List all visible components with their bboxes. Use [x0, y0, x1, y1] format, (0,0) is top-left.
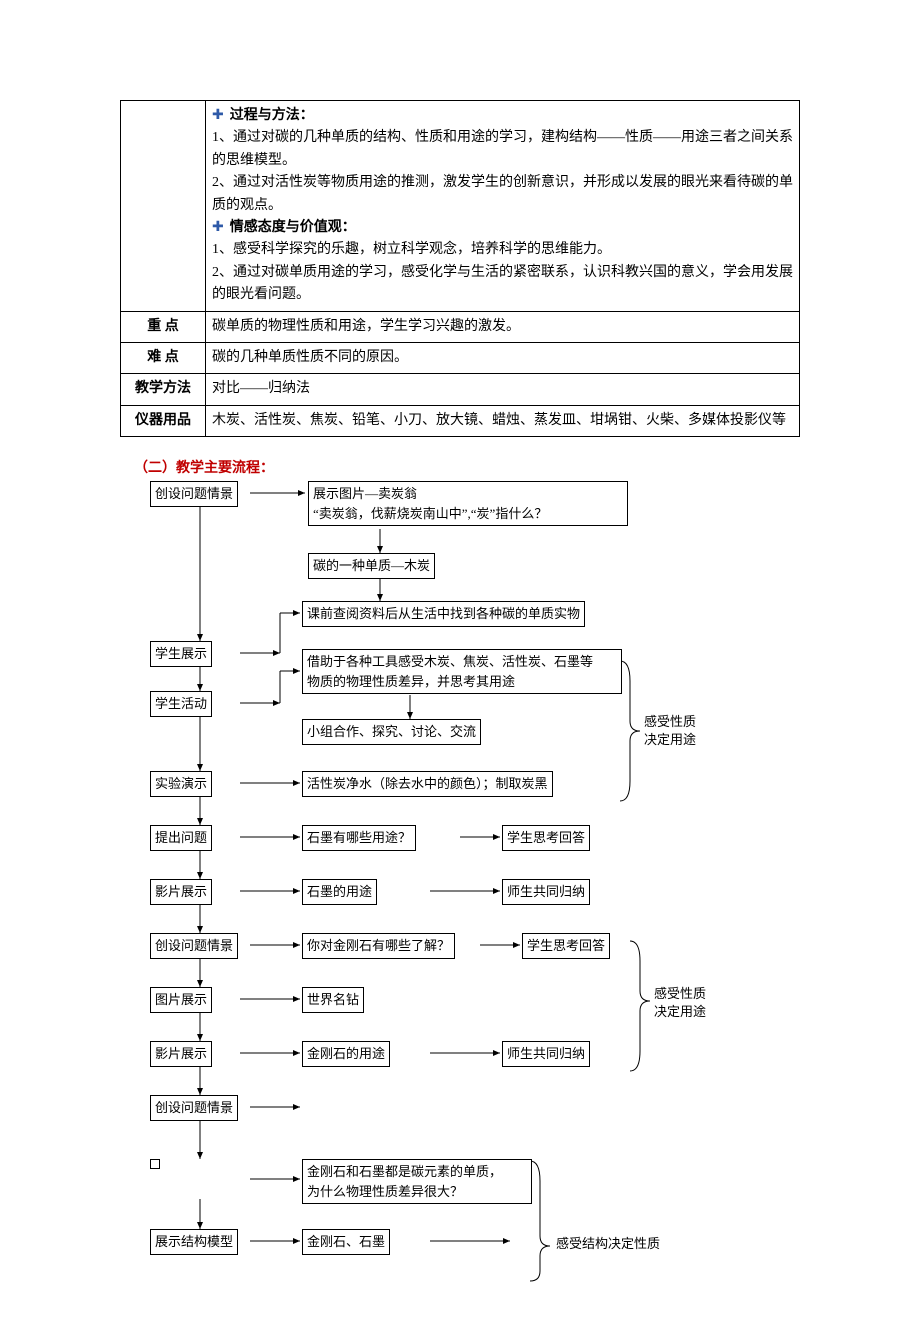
flow-node: 创设问题情景: [150, 1159, 160, 1169]
attitude-1: 1、感受科学探究的乐趣，树立科学观念，培养科学的思维能力。: [212, 239, 793, 261]
brace-1b: 决定用途: [644, 731, 696, 749]
flow-node: 师生共同归纳: [502, 1041, 590, 1067]
goals-cell: ✚ 过程与方法： 1、通过对碳的几种单质的结构、性质和用途的学习，建构结构——性…: [206, 101, 800, 312]
proc-title: 过程与方法：: [230, 105, 314, 127]
brace-label: 感受性质 决定用途: [654, 985, 706, 1021]
flow-node: 金刚石和石墨都是碳元素的单质， 为什么物理性质差异很大？: [302, 1159, 532, 1204]
flow-n6a: 借助于各种工具感受木炭、焦炭、活性炭、石墨等: [307, 652, 617, 672]
brace-label: 感受性质 决定用途: [644, 713, 696, 749]
flow-node: 学生思考回答: [502, 825, 590, 851]
flow-n26b: 为什么物理性质差异很大？: [307, 1182, 527, 1202]
flow-node: 创设问题情景: [150, 481, 238, 507]
flow-node: 你对金刚石有哪些了解？: [302, 933, 455, 959]
flow-node: 世界名钻: [302, 987, 364, 1013]
flow-node: 创设问题情景: [150, 1095, 238, 1121]
proc-2: 2、通过对活性炭等物质用途的推测，激发学生的创新意识，并形成以发展的眼光来看待碳…: [212, 172, 793, 217]
difficulty-label: 难 点: [121, 342, 206, 373]
plus-icon: ✚: [212, 105, 224, 127]
flow-node: 活性炭净水（除去水中的颜色）；制取炭黑: [302, 771, 553, 797]
flow-node: 影片展示: [150, 879, 212, 905]
flow-node: 学生思考回答: [522, 933, 610, 959]
flow-node: 提出问题: [150, 825, 212, 851]
flow-node: 师生共同归纳: [502, 879, 590, 905]
equip-label: 仪器用品: [121, 405, 206, 436]
brace-1a: 感受性质: [644, 713, 696, 731]
flow-n2b: “卖炭翁，伐薪烧炭南山中”,“炭”指什么？: [313, 504, 623, 524]
brace-2a: 感受性质: [654, 985, 706, 1003]
flow-node: 石墨有哪些用途？: [302, 825, 416, 851]
keypoint-label: 重 点: [121, 311, 206, 342]
brace-2b: 决定用途: [654, 1003, 706, 1021]
flow-node: 展示图片—卖炭翁 “卖炭翁，伐薪烧炭南山中”,“炭”指什么？: [308, 481, 628, 526]
goals-label-cell: [121, 101, 206, 312]
flow-node: 碳的一种单质—木炭: [308, 553, 435, 579]
info-table: ✚ 过程与方法： 1、通过对碳的几种单质的结构、性质和用途的学习，建构结构——性…: [120, 100, 800, 437]
equip-value: 木炭、活性炭、焦炭、铅笔、小刀、放大镜、蜡烛、蒸发皿、坩埚钳、火柴、多媒体投影仪…: [206, 405, 800, 436]
flow-n26a: 金刚石和石墨都是碳元素的单质，: [307, 1162, 527, 1182]
flow-node: 金刚石、石墨: [302, 1229, 390, 1255]
flow-node: 小组合作、探究、讨论、交流: [302, 719, 481, 745]
flow-node: 金刚石的用途: [302, 1041, 390, 1067]
flow-node: 图片展示: [150, 987, 212, 1013]
flow-node: 展示结构模型: [150, 1229, 238, 1255]
plus-icon: ✚: [212, 217, 224, 239]
section2-title: （二）教学主要流程：: [134, 457, 800, 477]
proc-1: 1、通过对碳的几种单质的结构、性质和用途的学习，建构结构——性质——用途三者之间…: [212, 127, 793, 172]
flowchart: 创设问题情景 学生展示 学生活动 实验演示 提出问题 影片展示 创设问题情景 图…: [130, 481, 810, 1291]
flow-node: 实验演示: [150, 771, 212, 797]
flow-node: 学生活动: [150, 691, 212, 717]
difficulty-value: 碳的几种单质性质不同的原因。: [206, 342, 800, 373]
flow-node: 影片展示: [150, 1041, 212, 1067]
flow-node: 借助于各种工具感受木炭、焦炭、活性炭、石墨等 物质的物理性质差异，并思考其用途: [302, 649, 622, 694]
flow-n2a: 展示图片—卖炭翁: [313, 484, 623, 504]
flow-node: 学生展示: [150, 641, 212, 667]
keypoint-value: 碳单质的物理性质和用途，学生学习兴趣的激发。: [206, 311, 800, 342]
brace-label: 感受结构决定性质: [556, 1235, 660, 1253]
attitude-2: 2、通过对碳单质用途的学习，感受化学与生活的紧密联系，认识科教兴国的意义，学会用…: [212, 262, 793, 307]
method-label: 教学方法: [121, 374, 206, 405]
flow-n6b: 物质的物理性质差异，并思考其用途: [307, 672, 617, 692]
flow-node: 创设问题情景: [150, 933, 238, 959]
flow-node: 课前查阅资料后从生活中找到各种碳的单质实物: [302, 601, 585, 627]
method-value: 对比——归纳法: [206, 374, 800, 405]
flow-node: 石墨的用途: [302, 879, 377, 905]
attitude-title: 情感态度与价值观：: [230, 217, 356, 239]
